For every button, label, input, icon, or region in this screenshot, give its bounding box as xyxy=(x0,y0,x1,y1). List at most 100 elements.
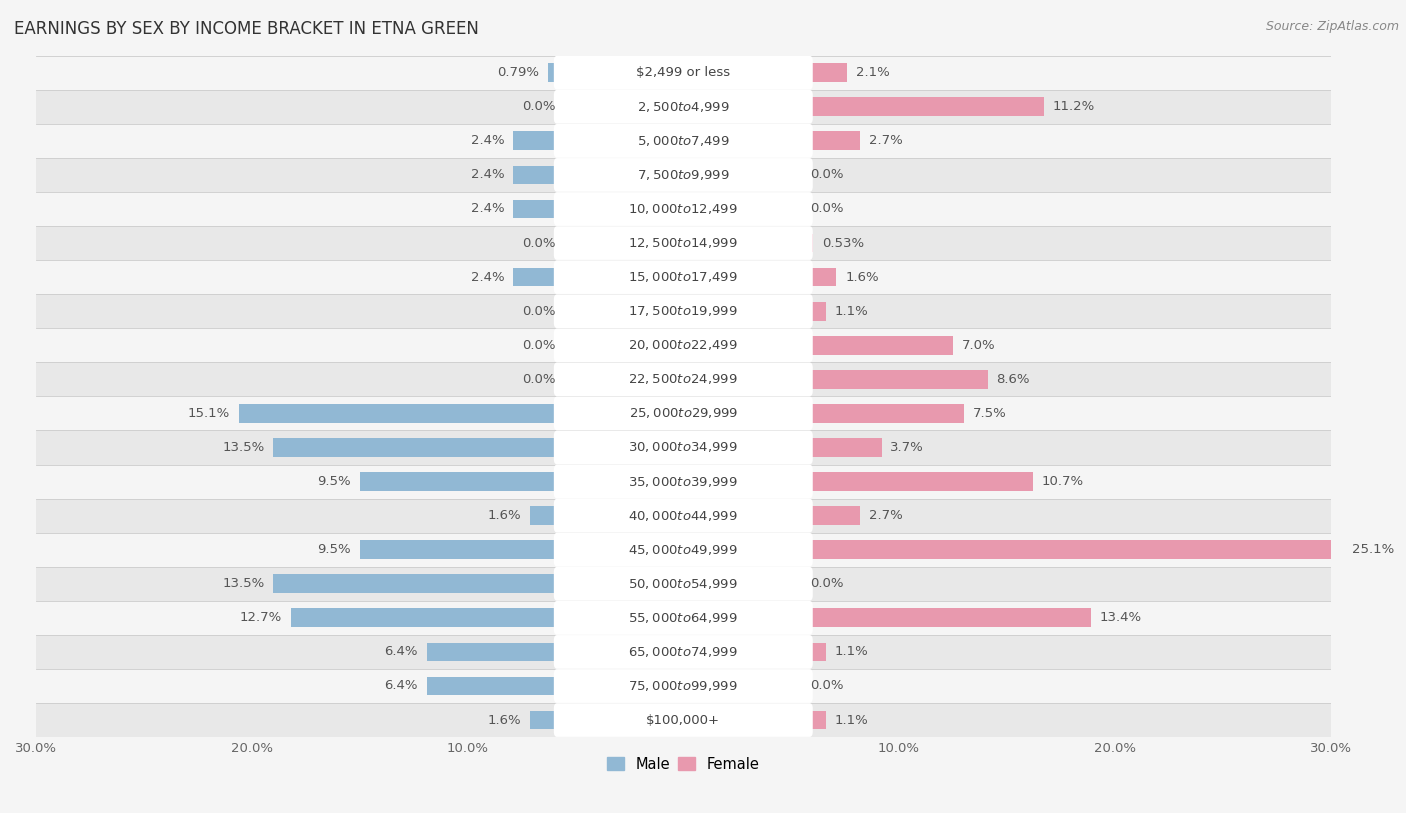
Bar xyxy=(273,575,565,593)
Text: $50,000 to $54,999: $50,000 to $54,999 xyxy=(628,576,738,591)
FancyBboxPatch shape xyxy=(554,567,813,601)
Bar xyxy=(801,233,814,252)
Bar xyxy=(513,267,565,286)
Text: $2,500 to $4,999: $2,500 to $4,999 xyxy=(637,100,730,114)
Text: 7.5%: 7.5% xyxy=(973,406,1007,420)
Bar xyxy=(37,464,1330,498)
Bar xyxy=(37,498,1330,533)
Text: 1.6%: 1.6% xyxy=(488,509,522,522)
Text: $40,000 to $44,999: $40,000 to $44,999 xyxy=(628,509,738,523)
Text: 6.4%: 6.4% xyxy=(384,680,418,693)
FancyBboxPatch shape xyxy=(554,397,813,430)
Bar xyxy=(37,669,1330,703)
Text: $100,000+: $100,000+ xyxy=(647,714,720,727)
Text: $25,000 to $29,999: $25,000 to $29,999 xyxy=(628,406,738,420)
Text: 13.5%: 13.5% xyxy=(222,441,264,454)
Text: 0.0%: 0.0% xyxy=(523,339,555,352)
Text: $65,000 to $74,999: $65,000 to $74,999 xyxy=(628,645,738,659)
FancyBboxPatch shape xyxy=(554,56,813,89)
FancyBboxPatch shape xyxy=(554,498,813,533)
Text: 13.5%: 13.5% xyxy=(222,577,264,590)
Text: 3.7%: 3.7% xyxy=(890,441,924,454)
Bar xyxy=(37,703,1330,737)
Text: $12,500 to $14,999: $12,500 to $14,999 xyxy=(628,236,738,250)
Text: 12.7%: 12.7% xyxy=(239,611,283,624)
FancyBboxPatch shape xyxy=(554,260,813,294)
Text: 1.6%: 1.6% xyxy=(488,714,522,727)
Text: 2.4%: 2.4% xyxy=(471,168,505,181)
Text: $22,500 to $24,999: $22,500 to $24,999 xyxy=(628,372,738,386)
Text: 0.0%: 0.0% xyxy=(523,100,555,113)
Bar xyxy=(801,438,882,457)
Text: 0.0%: 0.0% xyxy=(811,202,844,215)
Bar xyxy=(801,98,1043,116)
Bar xyxy=(37,55,1330,89)
Text: 11.2%: 11.2% xyxy=(1052,100,1094,113)
Text: EARNINGS BY SEX BY INCOME BRACKET IN ETNA GREEN: EARNINGS BY SEX BY INCOME BRACKET IN ETN… xyxy=(14,20,479,38)
FancyBboxPatch shape xyxy=(554,158,813,192)
Bar xyxy=(801,302,825,320)
Text: 1.1%: 1.1% xyxy=(834,305,868,318)
Text: Source: ZipAtlas.com: Source: ZipAtlas.com xyxy=(1265,20,1399,33)
Text: 0.0%: 0.0% xyxy=(523,237,555,250)
FancyBboxPatch shape xyxy=(554,294,813,328)
FancyBboxPatch shape xyxy=(554,703,813,737)
Text: 2.4%: 2.4% xyxy=(471,271,505,284)
Text: 8.6%: 8.6% xyxy=(997,373,1029,386)
Bar xyxy=(291,608,565,627)
Bar xyxy=(37,635,1330,669)
Text: $20,000 to $22,499: $20,000 to $22,499 xyxy=(628,338,738,352)
Text: 2.1%: 2.1% xyxy=(856,66,890,79)
Text: 2.7%: 2.7% xyxy=(869,134,903,147)
Bar xyxy=(37,192,1330,226)
Text: 2.4%: 2.4% xyxy=(471,134,505,147)
Bar xyxy=(801,711,825,729)
Bar xyxy=(801,404,963,423)
Text: $7,500 to $9,999: $7,500 to $9,999 xyxy=(637,168,730,182)
Bar xyxy=(360,541,565,559)
Text: 13.4%: 13.4% xyxy=(1099,611,1142,624)
Text: $17,500 to $19,999: $17,500 to $19,999 xyxy=(628,304,738,318)
Text: $2,499 or less: $2,499 or less xyxy=(637,66,730,79)
Bar xyxy=(426,642,565,661)
FancyBboxPatch shape xyxy=(554,635,813,669)
FancyBboxPatch shape xyxy=(554,601,813,635)
FancyBboxPatch shape xyxy=(554,431,813,464)
Text: 25.1%: 25.1% xyxy=(1353,543,1395,556)
Text: 0.0%: 0.0% xyxy=(811,577,844,590)
Bar xyxy=(530,711,565,729)
FancyBboxPatch shape xyxy=(554,363,813,396)
Bar xyxy=(37,260,1330,294)
Bar xyxy=(547,63,565,82)
Text: $55,000 to $64,999: $55,000 to $64,999 xyxy=(628,611,738,625)
Text: 6.4%: 6.4% xyxy=(384,646,418,659)
Text: 1.6%: 1.6% xyxy=(845,271,879,284)
FancyBboxPatch shape xyxy=(554,226,813,260)
Bar xyxy=(37,226,1330,260)
Text: 9.5%: 9.5% xyxy=(318,475,352,488)
Bar xyxy=(37,158,1330,192)
Text: 9.5%: 9.5% xyxy=(318,543,352,556)
Bar xyxy=(37,397,1330,430)
Bar xyxy=(513,132,565,150)
Bar xyxy=(801,608,1091,627)
Text: 0.79%: 0.79% xyxy=(496,66,538,79)
Bar xyxy=(37,430,1330,464)
Text: 1.1%: 1.1% xyxy=(834,646,868,659)
Text: 0.0%: 0.0% xyxy=(811,680,844,693)
Text: 0.0%: 0.0% xyxy=(811,168,844,181)
Text: $75,000 to $99,999: $75,000 to $99,999 xyxy=(628,679,738,693)
Text: $30,000 to $34,999: $30,000 to $34,999 xyxy=(628,441,738,454)
FancyBboxPatch shape xyxy=(554,124,813,158)
Bar xyxy=(801,336,953,354)
Bar xyxy=(37,124,1330,158)
Bar xyxy=(239,404,565,423)
Bar xyxy=(37,89,1330,124)
FancyBboxPatch shape xyxy=(554,90,813,124)
Bar xyxy=(801,370,987,389)
FancyBboxPatch shape xyxy=(554,533,813,567)
Text: 2.4%: 2.4% xyxy=(471,202,505,215)
Bar xyxy=(530,506,565,525)
Text: 7.0%: 7.0% xyxy=(962,339,995,352)
Bar xyxy=(801,267,837,286)
